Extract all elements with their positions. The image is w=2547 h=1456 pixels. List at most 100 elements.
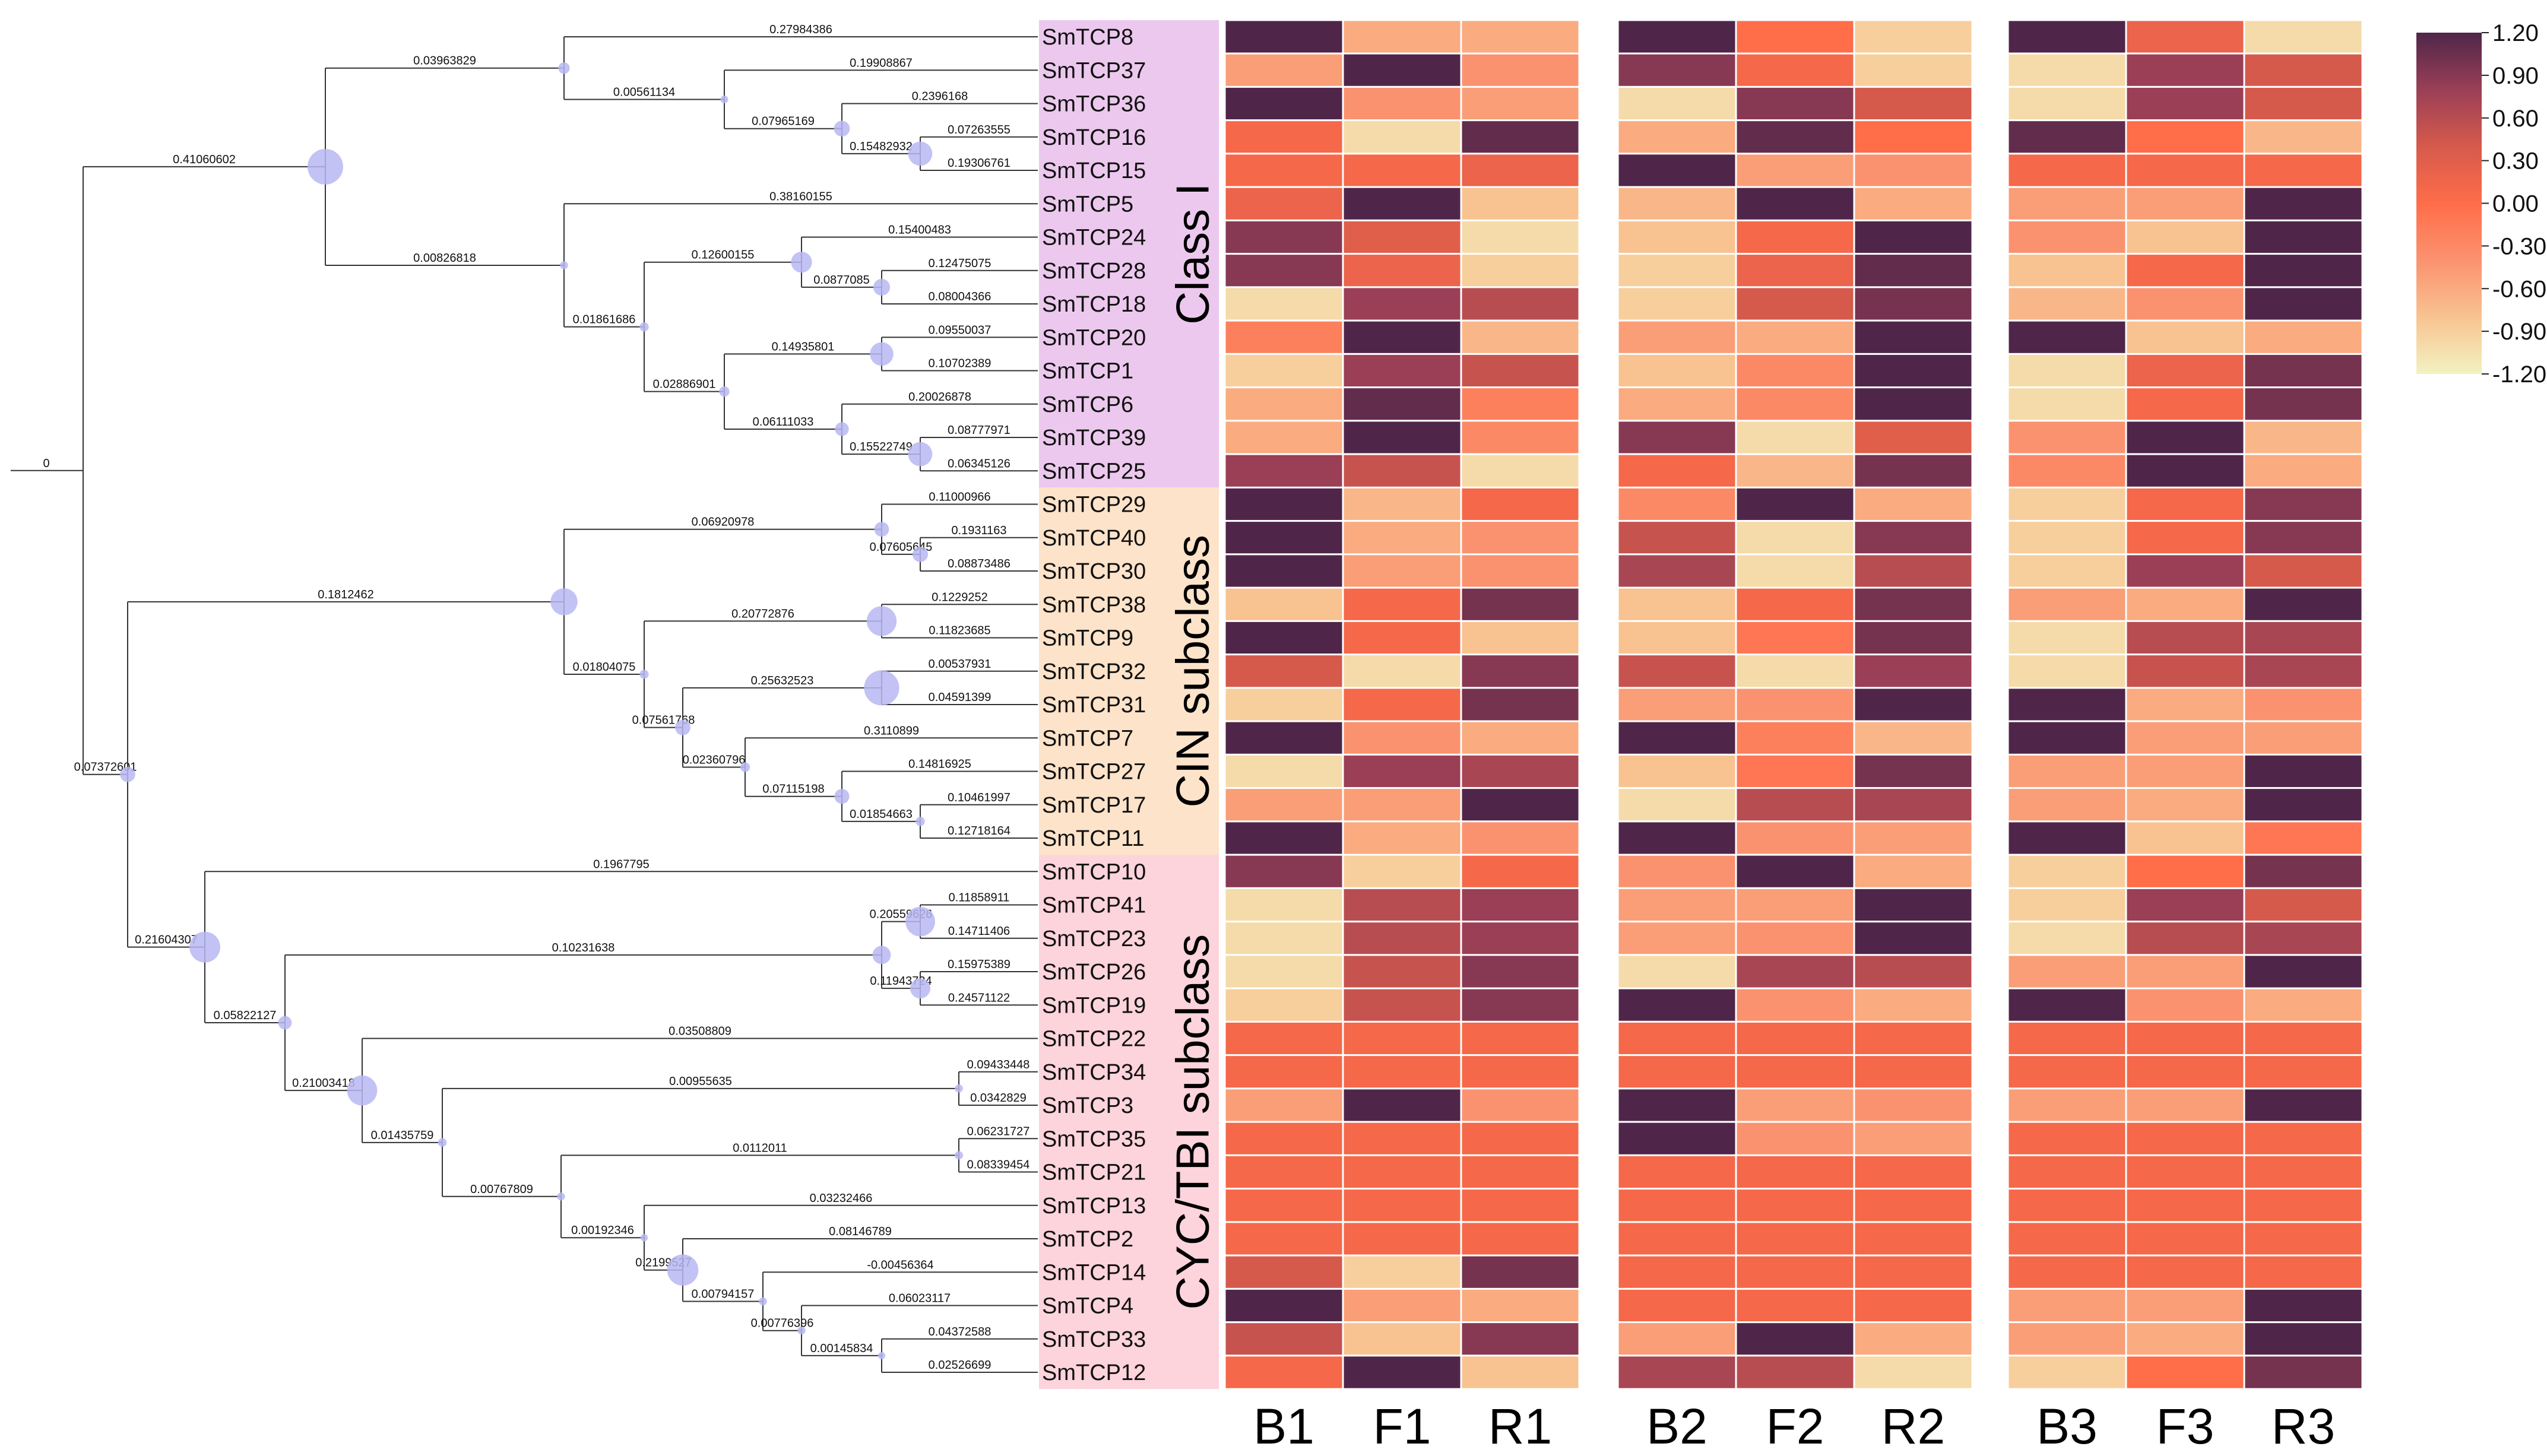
branch-length-label: 0.21604307 [135, 934, 198, 947]
heat-cell [1617, 687, 1737, 722]
node-support-circle [308, 148, 343, 185]
heat-cell [1460, 620, 1580, 656]
heat-cell [1853, 921, 1973, 956]
heat-cell [1224, 219, 1344, 255]
heat-cell [1224, 420, 1344, 455]
heat-cell [1617, 753, 1737, 789]
heat-cell [1460, 1020, 1580, 1057]
node-support-circle [834, 120, 850, 137]
gene-label: SmTCP32 [1042, 659, 1146, 684]
branch-length-label: 0.00776396 [751, 1317, 814, 1330]
gene-label: SmTCP19 [1042, 993, 1146, 1018]
heat-cell [1617, 854, 1737, 889]
heat-cell [1460, 520, 1580, 556]
heat-cell [2125, 286, 2245, 322]
branch-length-label: 0.09433448 [967, 1058, 1030, 1071]
branch-length-label: 0.41060602 [173, 153, 236, 166]
heat-cell [2007, 453, 2127, 488]
branch-length-label: 0.03232466 [810, 1192, 873, 1205]
heat-cell [2125, 119, 2245, 155]
node-support-circle [189, 931, 220, 963]
heat-cell [1224, 954, 1344, 989]
heat-cell [1460, 1087, 1580, 1123]
node-support-circle [791, 252, 812, 273]
gene-label: SmTCP11 [1042, 826, 1144, 851]
node-support-circle [720, 95, 728, 103]
gene-label: SmTCP12 [1042, 1360, 1146, 1385]
heat-cell [2125, 1121, 2245, 1156]
heat-cell [1735, 854, 1855, 889]
heat-cell [2125, 553, 2245, 589]
gene-label: SmTCP9 [1042, 626, 1133, 651]
node-support-circle [560, 261, 568, 269]
branch-length-label: 0.10702389 [929, 357, 991, 370]
heat-cell [2007, 119, 2127, 155]
branch-length-label: 0.24571122 [948, 991, 1010, 1004]
heat-cell [2243, 954, 2364, 989]
node-support-circle [740, 762, 750, 772]
heat-cell [1617, 787, 1737, 823]
heat-cell [1853, 1054, 1973, 1090]
heat-cell [1342, 687, 1462, 722]
heat-cell [1735, 453, 1855, 488]
heat-cell [1617, 353, 1737, 389]
colorbar-tick-label: 0.30 [2492, 148, 2539, 175]
gene-label: SmTCP21 [1042, 1160, 1146, 1185]
branch-length-label: 0.12718164 [948, 824, 1010, 838]
heat-cell [1342, 620, 1462, 656]
heat-cell [1617, 386, 1737, 422]
heat-cell [2243, 353, 2364, 389]
heat-cell [1224, 1121, 1344, 1156]
heat-cell [1735, 186, 1855, 221]
heat-cell [2243, 720, 2364, 756]
node-support-circle [870, 342, 894, 366]
heat-cell [1735, 52, 1855, 88]
heat-cell [1617, 319, 1737, 355]
heat-cell [1342, 1054, 1462, 1090]
node-support-circle [873, 278, 891, 296]
heat-cell [2243, 420, 2364, 455]
heat-cell [2243, 820, 2364, 856]
heat-cell [1460, 654, 1580, 689]
heat-cell [1853, 987, 1973, 1023]
heat-cell [1342, 921, 1462, 956]
heat-cell [1853, 954, 1973, 989]
node-support-circle [667, 1254, 699, 1286]
heat-cell [1617, 586, 1737, 622]
heat-cell [1735, 19, 1855, 55]
sample-label: F2 [1766, 1398, 1824, 1454]
heat-cell [1617, 1254, 1737, 1290]
node-support-circle [954, 1151, 964, 1160]
heat-cell [1460, 1154, 1580, 1190]
heat-cell [1617, 153, 1737, 188]
heat-cell [2007, 1087, 2127, 1123]
heat-cell [1853, 119, 1973, 155]
heat-cell [1617, 520, 1737, 556]
heat-cell [1735, 987, 1855, 1023]
heat-cell [2125, 1287, 2245, 1324]
heat-cell [1735, 1087, 1855, 1123]
sample-label: B2 [1646, 1398, 1707, 1454]
heat-cell [1460, 52, 1580, 88]
heat-cell [1460, 1221, 1580, 1257]
branch-length-label: 0.1812462 [318, 588, 374, 601]
heat-cell [1617, 286, 1737, 322]
branch-length-label: 0.06023117 [889, 1292, 951, 1305]
heat-cell [1224, 654, 1344, 689]
heat-cell [1617, 253, 1737, 288]
gene-label: SmTCP15 [1042, 158, 1146, 183]
heat-cell [1853, 219, 1973, 255]
heat-cell [1735, 720, 1855, 756]
branch-length-label: 0.01861686 [573, 313, 636, 326]
heat-cell [2007, 753, 2127, 789]
node-support-circle [835, 422, 849, 436]
heat-cell [1735, 420, 1855, 455]
heat-cell [1617, 1054, 1737, 1090]
heat-cell [1853, 1221, 1973, 1257]
heat-cell [1224, 1154, 1344, 1190]
branch-length-label: 0.01435759 [371, 1129, 434, 1142]
branch-length-label: 0.03508809 [669, 1025, 731, 1038]
heat-cell [1853, 1321, 1973, 1357]
heat-cell [2007, 553, 2127, 589]
heat-cell [2007, 820, 2127, 856]
